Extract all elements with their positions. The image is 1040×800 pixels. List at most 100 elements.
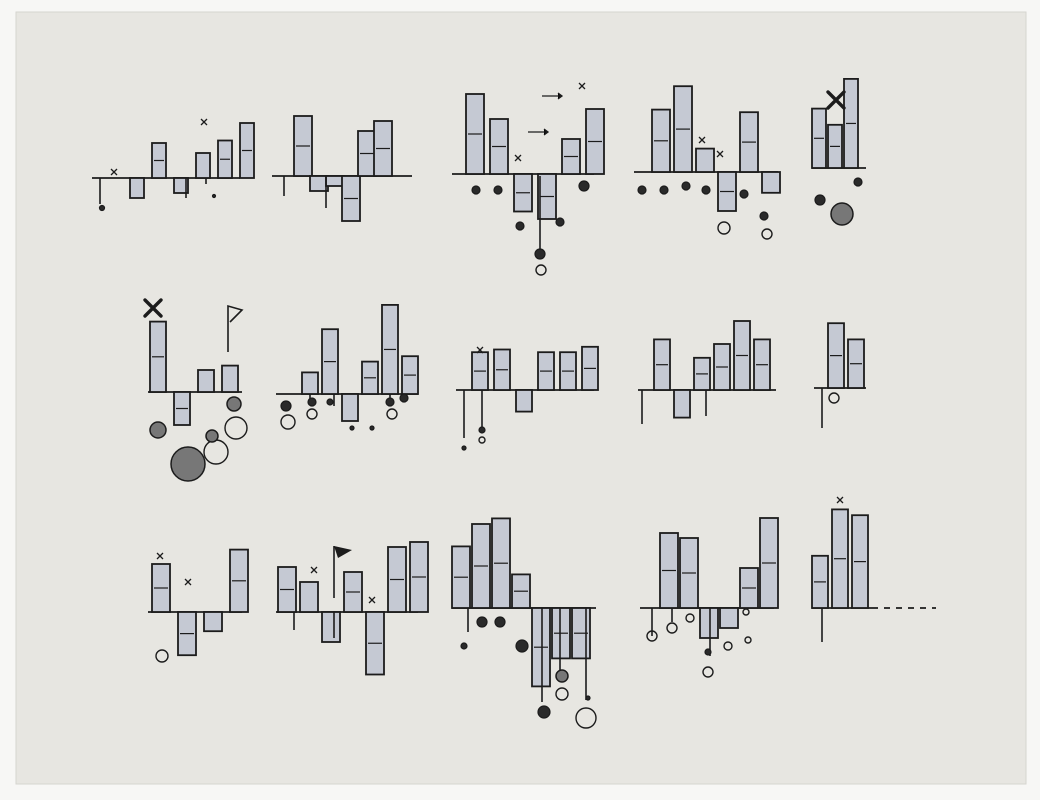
hatched-dot — [170, 446, 206, 482]
open-dot — [535, 264, 547, 276]
filled-dot — [578, 180, 590, 192]
filled-dot — [659, 185, 669, 195]
open-dot — [685, 613, 695, 623]
bar — [299, 581, 319, 613]
filled-dot — [534, 248, 546, 260]
x-mark — [200, 118, 208, 126]
bar — [203, 611, 223, 633]
x-mark — [184, 578, 192, 586]
filled-dot — [537, 705, 551, 719]
filled-dot — [476, 616, 488, 628]
big-x-mark — [143, 298, 163, 318]
filled-dot — [739, 189, 749, 199]
open-dot — [280, 414, 296, 430]
open-dot — [666, 622, 678, 634]
filled-dot — [704, 648, 712, 656]
open-dot — [386, 408, 398, 420]
open-dot — [744, 636, 752, 644]
filled-dot — [555, 217, 565, 227]
hatched-dot — [205, 429, 219, 443]
arrow-mark — [542, 92, 564, 100]
arrow-mark — [528, 128, 550, 136]
x-mark — [368, 596, 376, 604]
filled-dot — [759, 211, 769, 221]
filled-dot — [369, 425, 375, 431]
filled-dot — [701, 185, 711, 195]
x-mark — [716, 150, 724, 158]
bar — [719, 607, 739, 629]
filled-dot — [385, 397, 395, 407]
filled-dot — [814, 194, 826, 206]
x-mark — [698, 136, 706, 144]
filled-dot — [681, 181, 691, 191]
open-dot — [646, 630, 658, 642]
panels — [92, 78, 936, 729]
filled-dot — [326, 398, 334, 406]
filled-dot — [460, 642, 468, 650]
chart-panel-1 — [92, 118, 255, 212]
chart-panel-14 — [640, 517, 779, 678]
filled-dot — [853, 177, 863, 187]
open-dot — [575, 707, 597, 729]
chart-panel-5 — [811, 78, 866, 226]
open-dot — [555, 687, 569, 701]
chart-panel-3 — [452, 82, 605, 276]
bar — [197, 369, 215, 393]
filled-dot — [461, 445, 467, 451]
open-dot — [761, 228, 773, 240]
filled-dot — [515, 221, 525, 231]
chart-panel-12 — [276, 541, 429, 676]
bar — [515, 389, 533, 413]
filled-dot — [280, 400, 292, 412]
filled-dot — [478, 426, 486, 434]
filled-dot — [307, 397, 317, 407]
chart-panel-8 — [456, 345, 599, 451]
open-dot — [828, 392, 840, 404]
bar — [341, 393, 359, 422]
x-mark — [836, 496, 844, 504]
chart-panel-15 — [811, 496, 936, 642]
hatched-dot — [226, 396, 242, 412]
filled-dot — [471, 185, 481, 195]
chart-panel-7 — [276, 303, 419, 431]
flag-black-icon — [334, 546, 352, 558]
open-dot — [478, 436, 486, 444]
open-dot — [702, 666, 714, 678]
bar — [221, 364, 239, 393]
hatched-dot — [555, 669, 569, 683]
open-dot — [723, 641, 733, 651]
chart-panel-4 — [634, 85, 781, 240]
chart-panel-6 — [143, 298, 248, 482]
filled-dot — [211, 193, 217, 199]
x-mark — [156, 552, 164, 560]
filled-dot — [585, 695, 591, 701]
x-mark — [514, 154, 522, 162]
bar — [695, 147, 715, 173]
bar — [301, 371, 319, 395]
chart-panel-11 — [148, 548, 249, 663]
x-mark — [578, 82, 586, 90]
x-mark — [110, 168, 118, 176]
filled-dot — [98, 204, 106, 212]
filled-dot — [399, 393, 409, 403]
hatched-dot — [830, 202, 854, 226]
bar — [129, 177, 145, 199]
chart-panel-9 — [638, 320, 776, 424]
open-dot — [306, 408, 318, 420]
open-dot — [717, 221, 731, 235]
flag-icon — [227, 304, 244, 352]
x-mark — [476, 346, 484, 354]
bar — [321, 611, 341, 643]
filled-dot — [349, 425, 355, 431]
filled-dot — [494, 616, 506, 628]
bar — [761, 171, 781, 194]
filled-dot — [515, 639, 529, 653]
bar — [699, 607, 719, 639]
open-dot — [224, 416, 248, 440]
big-x-mark — [826, 90, 846, 110]
bar — [195, 152, 211, 179]
bar — [673, 389, 691, 419]
hatched-dot — [149, 421, 167, 439]
open-dot — [155, 649, 169, 663]
